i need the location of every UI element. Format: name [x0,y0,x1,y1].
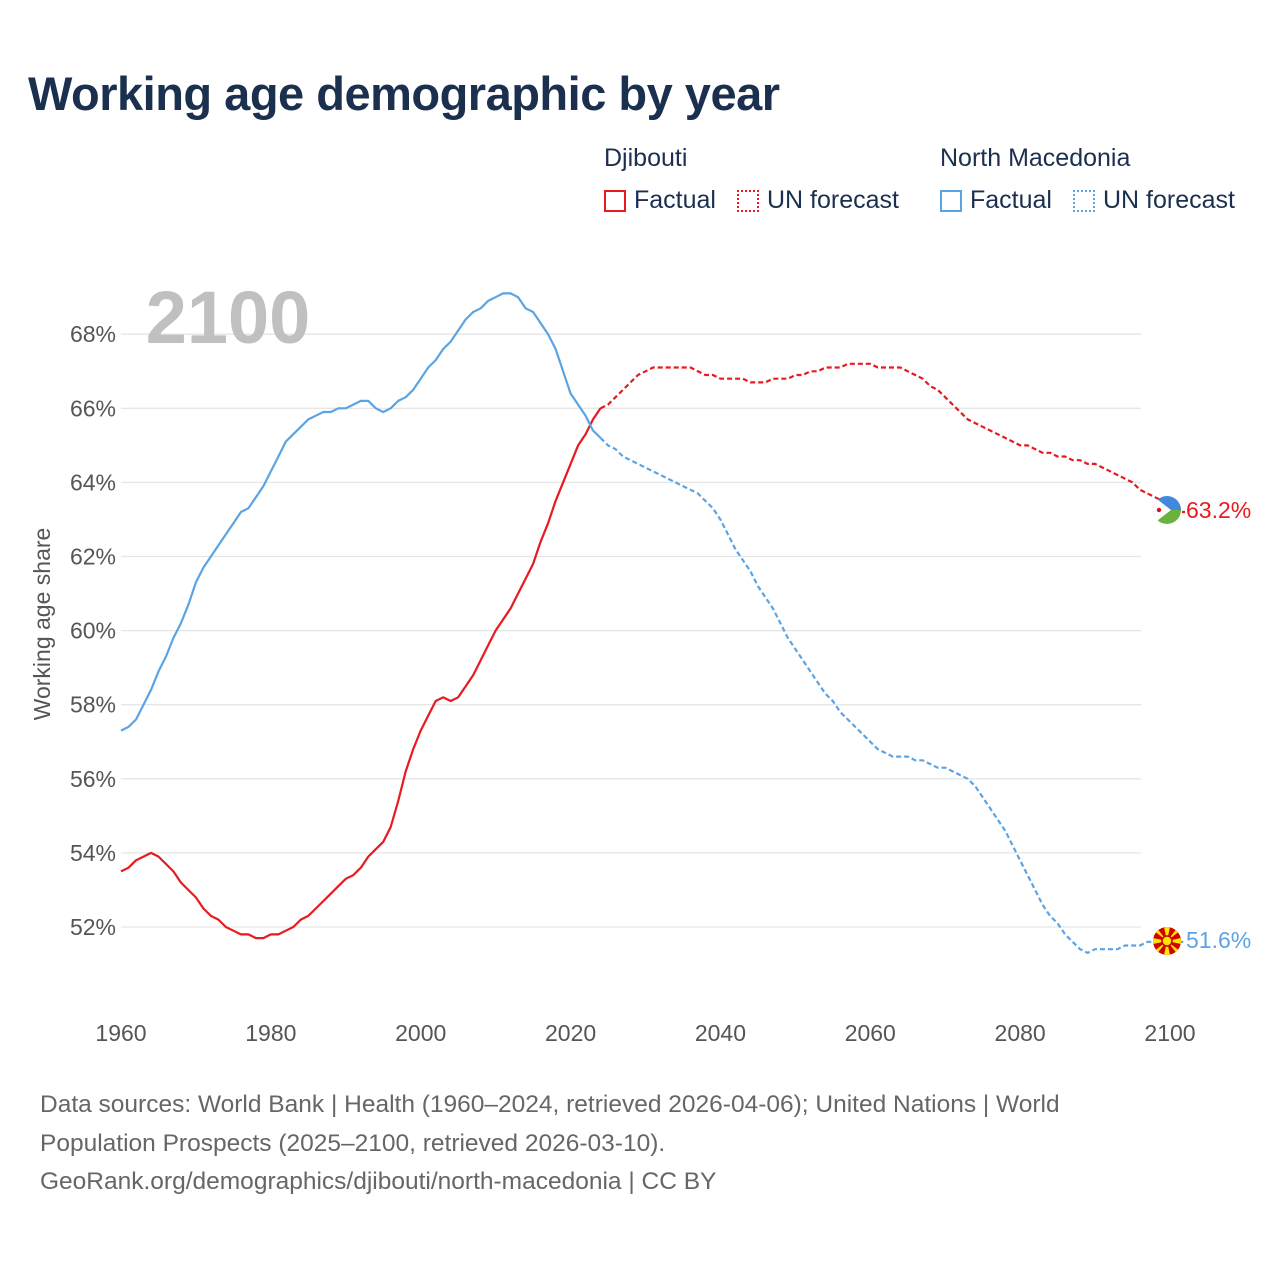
legend-group-north-macedonia: North Macedonia [940,144,1131,172]
x-axis-ticks: 1960 1980 2000 2020 2040 2060 2080 2100 [95,1020,1195,1046]
north-macedonia-forecast-line[interactable] [599,437,1186,955]
djibouti-factual-line[interactable] [120,407,602,940]
x-tick-label: 2060 [845,1020,896,1046]
x-tick-label: 2040 [695,1020,746,1046]
djibouti-end-value-label: 63.2% [1186,497,1251,523]
y-axis-ticks: 52% 54% 56% 58% 60% 62% 64% 66% 68% [70,321,116,940]
series-lines [120,292,1186,955]
x-tick-label: 1960 [95,1020,146,1046]
legend-label: Factual [634,186,716,214]
legend-north-macedonia-forecast[interactable]: UN forecast [1073,186,1235,215]
legend-north-macedonia-factual[interactable]: Factual [940,186,1052,215]
y-tick-label: 64% [70,469,116,495]
legend-label: UN forecast [767,186,899,214]
legend-djibouti-factual[interactable]: Factual [604,186,716,215]
y-axis-label: Working age share [29,528,55,721]
footer-line-1: Data sources: World Bank | Health (1960–… [40,1091,1060,1118]
north-macedonia-flag-icon [1153,927,1181,955]
x-tick-label: 1980 [245,1020,296,1046]
legend-swatch-solid-red [604,189,626,212]
legend-group-djibouti: Djibouti [604,144,688,172]
djibouti-flag-icon [1153,496,1181,524]
legend-label: Factual [970,186,1052,214]
y-tick-label: 62% [70,544,116,570]
line-chart: 2100 52% 54% 56% 58% 60% 62% 64% 66% 68% 1960 198… [29,276,1251,1046]
x-tick-label: 2100 [1144,1020,1195,1046]
y-tick-label: 58% [70,692,116,718]
footer-line-3[interactable]: GeoRank.org/demographics/djibouti/north-… [40,1168,717,1195]
chart-title: Working age demographic by year [28,67,780,120]
y-tick-label: 66% [70,395,116,421]
gridlines [121,333,1141,928]
footer-line-2: Population Prospects (2025–2100, retriev… [40,1129,666,1157]
north-macedonia-end-value-label: 51.6% [1186,927,1251,953]
y-tick-label: 68% [70,321,116,347]
year-watermark: 2100 [146,276,311,359]
x-tick-label: 2080 [995,1020,1046,1046]
legend-swatch-dotted-blue [1073,189,1095,212]
x-tick-label: 2000 [395,1020,446,1046]
djibouti-forecast-line[interactable] [600,362,1186,514]
y-tick-label: 60% [70,618,116,644]
y-tick-label: 56% [70,766,116,792]
legend-djibouti-forecast[interactable]: UN forecast [737,186,899,215]
x-tick-label: 2020 [545,1020,596,1046]
north-macedonia-factual-line[interactable] [120,292,602,732]
legend-swatch-solid-blue [940,189,962,212]
y-tick-label: 52% [70,914,116,940]
footer-sources: Data sources: World Bank | Health (1960–… [40,1086,1240,1202]
legend-swatch-dotted-red [737,189,759,212]
legend-label: UN forecast [1103,186,1235,214]
y-tick-label: 54% [70,840,116,866]
